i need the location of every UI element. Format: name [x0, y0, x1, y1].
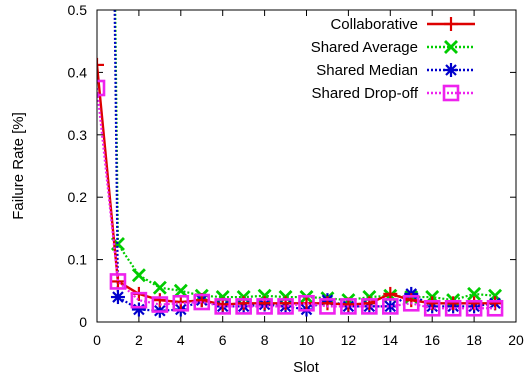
data-point	[235, 298, 252, 315]
legend-marker	[444, 40, 458, 54]
legend-marker	[442, 84, 460, 102]
data-point	[256, 298, 273, 315]
x-tick-label: 16	[424, 332, 440, 348]
data-point	[319, 298, 336, 315]
series-collaborative	[97, 57, 503, 312]
legend-entry: Shared Drop-off	[312, 84, 475, 102]
legend-label: Shared Average	[311, 39, 418, 56]
data-point	[486, 299, 504, 317]
data-point	[425, 296, 440, 311]
y-tick-label: 0.3	[68, 127, 88, 143]
x-tick-label: 2	[135, 332, 143, 348]
series-line	[97, 64, 496, 306]
data-point	[444, 299, 462, 317]
data-point	[467, 286, 482, 301]
series-group	[97, 10, 504, 318]
data-point	[214, 298, 231, 315]
x-tick-label: 18	[466, 332, 482, 348]
data-point	[340, 298, 357, 315]
y-tick-label: 0.1	[68, 252, 88, 268]
series-line	[114, 10, 496, 302]
legend-entry: Shared Median	[316, 62, 475, 79]
x-tick-label: 8	[261, 332, 269, 348]
data-point	[465, 299, 483, 317]
data-point	[130, 291, 148, 309]
x-tick-label: 12	[341, 332, 357, 348]
legend-entry: Shared Average	[311, 39, 475, 56]
y-tick-label: 0.4	[68, 64, 88, 80]
data-point	[131, 302, 146, 317]
y-tick-label: 0	[79, 314, 87, 330]
data-point	[423, 299, 441, 317]
series-shared-median	[110, 10, 503, 318]
x-tick-label: 20	[508, 332, 524, 348]
data-point	[97, 57, 104, 72]
legend-label: Collaborative	[330, 16, 418, 33]
data-point	[446, 296, 461, 311]
data-point	[172, 294, 190, 312]
data-point	[131, 268, 146, 283]
data-point	[277, 298, 294, 315]
data-point	[381, 298, 399, 315]
legend-marker	[444, 17, 458, 31]
x-tick-label: 4	[177, 332, 185, 348]
series-shared-drop-off	[97, 79, 504, 317]
plot-frame	[96, 9, 517, 323]
x-tick-label: 14	[383, 332, 399, 348]
data-point	[193, 293, 211, 311]
data-point	[402, 294, 420, 312]
data-point	[151, 296, 169, 313]
y-axis-label: Failure Rate [%]	[10, 112, 27, 220]
legend-label: Shared Median	[316, 62, 418, 79]
data-point	[97, 79, 106, 97]
y-tick-label: 0.5	[68, 2, 88, 18]
series-line	[97, 87, 496, 310]
data-point	[152, 280, 167, 295]
data-point	[109, 273, 127, 290]
x-tick-label: 10	[299, 332, 315, 348]
legend-label: Shared Drop-off	[312, 85, 419, 102]
x-tick-label: 0	[93, 332, 101, 348]
legend-marker	[444, 63, 458, 77]
legend: Collaborative Shared Average Shared Median…	[311, 16, 475, 102]
y-tick-label: 0.2	[68, 189, 88, 205]
axes: 0 2 4 6 8 10 12 14 16 18 20 0 0.1 0.2 0.3 0.4 0.5	[68, 2, 524, 348]
data-point	[173, 283, 188, 298]
data-point	[110, 290, 125, 305]
data-point	[361, 298, 378, 315]
data-point	[298, 294, 315, 312]
legend-entry: Collaborative	[330, 16, 475, 33]
x-tick-label: 6	[219, 332, 227, 348]
x-axis-label: Slot	[293, 359, 320, 376]
